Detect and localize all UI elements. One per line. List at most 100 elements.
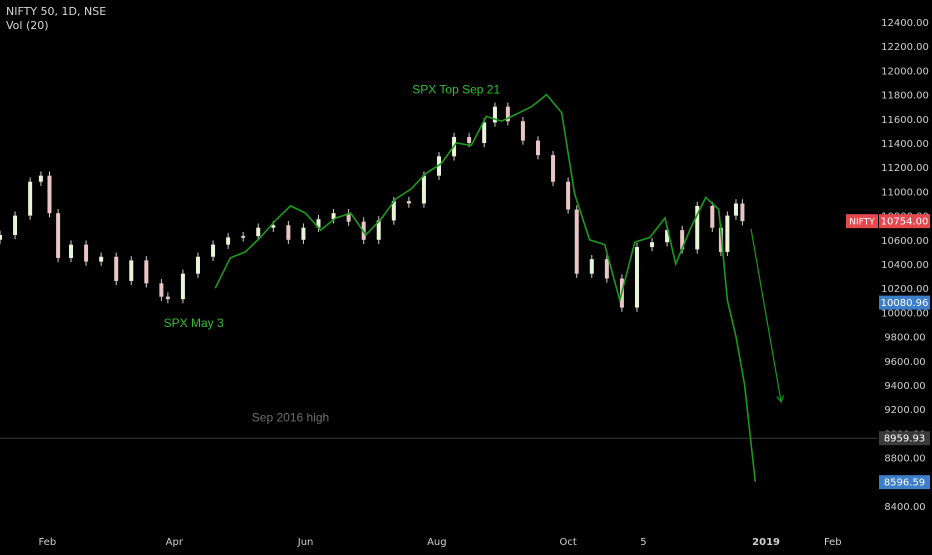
candle-body [482,122,487,143]
candle-body [467,136,472,143]
candle-body [84,244,89,262]
candle-body [566,181,571,210]
projection-arrow-head [776,395,784,404]
y-tick-label: 11200.00 [881,163,929,174]
price-badge-nifty: NIFTY 10754.00 [846,214,930,229]
x-tick-label: 5 [640,537,646,548]
x-tick-label: Jun [297,537,314,548]
price-badge-support: 10080.96 [879,295,930,310]
candle-body [301,227,306,240]
candle-body [421,175,426,204]
candle-body [492,106,497,123]
candle-body [391,201,396,221]
x-tick-label: Feb [38,537,56,548]
candle-body [505,106,510,122]
y-tick-label: 10600.00 [881,236,929,247]
chart-header: NIFTY 50, 1D, NSE Vol (20) [6,5,106,33]
candle-body [535,140,540,156]
price-badge-value: 10754.00 [881,217,929,228]
x-tick-label: Oct [559,537,576,548]
candle-body [589,259,594,274]
candle-body [47,175,52,214]
y-tick-label: 11000.00 [881,187,929,198]
x-tick-label: Apr [166,537,184,548]
candle-body [159,283,164,297]
candle-body [680,230,685,250]
annotation-sep2016: Sep 2016 high [252,410,329,424]
candle-body [634,247,639,308]
candle-body [211,244,216,257]
y-tick-label: 10000.00 [881,308,929,319]
y-tick-label: 11600.00 [881,115,929,126]
candle-body [0,234,2,240]
x-tick-label: 2019 [752,537,780,548]
candle-body [604,259,609,279]
candle-body [241,236,246,238]
candle-body [725,215,730,252]
y-tick-label: 8400.00 [884,502,925,513]
price-badge-target: 8596.59 [879,475,930,490]
candle-body [129,260,134,281]
candle-body [13,215,18,235]
candle-body [271,225,276,228]
candle-body [28,181,33,216]
price-badge-symbol: NIFTY [849,218,875,228]
price-badge-tag [846,214,878,229]
projection-arrow [750,228,782,403]
candle-body [165,296,170,300]
y-tick-label: 8800.00 [884,454,925,465]
candle-body [316,219,321,228]
price-badge-box [879,295,930,310]
candle-body [551,155,556,182]
y-tick-label: 9200.00 [884,405,925,416]
y-tick-label: 10200.00 [881,284,929,295]
candle-body [114,256,119,281]
candle-body [520,121,525,141]
y-tick-label: 10400.00 [881,260,929,271]
candle-body [740,203,745,222]
candle-body [38,175,43,182]
y-tick-label: 9800.00 [884,333,925,344]
candle-body [406,201,411,204]
candle-body [99,256,104,262]
candle-body [69,244,74,258]
x-tick-label: Feb [824,537,842,548]
annotation-spx-top: SPX Top Sep 21 [412,82,500,96]
candle-body [226,237,231,245]
candle-body [180,273,185,300]
price-badge-value: 8596.59 [884,478,925,489]
candle-body [144,260,149,284]
y-tick-label: 9400.00 [884,381,925,392]
x-tick-label: Aug [427,537,447,548]
candle-body [256,227,261,237]
volume-indicator-label[interactable]: Vol (20) [6,19,49,32]
candle-body [195,256,200,274]
y-tick-label: 12200.00 [881,42,929,53]
spx-overlay-line [214,93,757,482]
candle-body [286,225,291,240]
candle-body [710,205,715,228]
candle-body [695,205,700,250]
y-tick-label: 12400.00 [881,18,929,29]
price-badge-box [879,214,930,229]
candle-body [650,242,655,248]
price-badge-value: 10080.96 [881,298,929,309]
price-badge-box [879,431,930,446]
candle-body [437,156,441,176]
candle-body [331,213,336,220]
price-badge-sep2016: 8959.93 [879,431,930,446]
candle-body [56,213,61,258]
price-badge-value: 8959.93 [884,434,925,445]
y-tick-label: 12000.00 [881,66,929,77]
candle-body [376,220,381,240]
symbol-title[interactable]: NIFTY 50, 1D, NSE [6,5,107,18]
candle-body [346,213,351,222]
y-tick-label: 11800.00 [881,91,929,102]
candle-body [574,209,579,274]
candle-body [665,230,670,243]
y-tick-label: 11400.00 [881,139,929,150]
y-tick-label: 9600.00 [884,357,925,368]
